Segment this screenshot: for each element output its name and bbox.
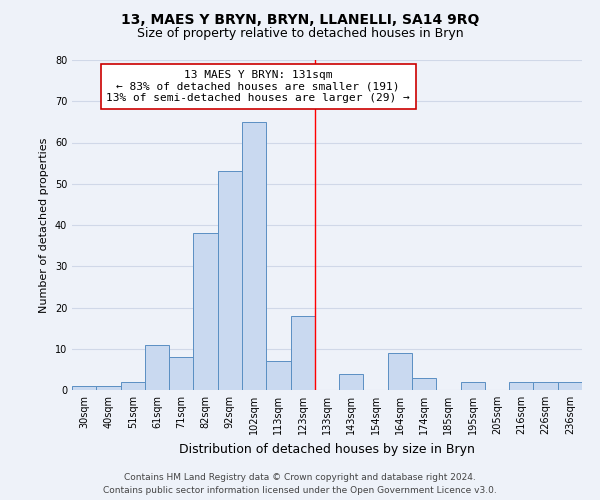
- Bar: [509, 382, 533, 390]
- Text: Contains HM Land Registry data © Crown copyright and database right 2024.
Contai: Contains HM Land Registry data © Crown c…: [103, 473, 497, 495]
- Bar: [533, 382, 558, 390]
- Bar: [461, 382, 485, 390]
- Bar: [339, 374, 364, 390]
- Bar: [290, 316, 315, 390]
- Text: 13 MAES Y BRYN: 131sqm
← 83% of detached houses are smaller (191)
13% of semi-de: 13 MAES Y BRYN: 131sqm ← 83% of detached…: [106, 70, 410, 103]
- Bar: [96, 386, 121, 390]
- Bar: [169, 357, 193, 390]
- Bar: [72, 386, 96, 390]
- Bar: [193, 233, 218, 390]
- Bar: [388, 353, 412, 390]
- Bar: [266, 361, 290, 390]
- X-axis label: Distribution of detached houses by size in Bryn: Distribution of detached houses by size …: [179, 442, 475, 456]
- Text: 13, MAES Y BRYN, BRYN, LLANELLI, SA14 9RQ: 13, MAES Y BRYN, BRYN, LLANELLI, SA14 9R…: [121, 12, 479, 26]
- Y-axis label: Number of detached properties: Number of detached properties: [39, 138, 49, 312]
- Bar: [412, 378, 436, 390]
- Bar: [121, 382, 145, 390]
- Bar: [145, 344, 169, 390]
- Bar: [242, 122, 266, 390]
- Bar: [558, 382, 582, 390]
- Bar: [218, 172, 242, 390]
- Text: Size of property relative to detached houses in Bryn: Size of property relative to detached ho…: [137, 28, 463, 40]
